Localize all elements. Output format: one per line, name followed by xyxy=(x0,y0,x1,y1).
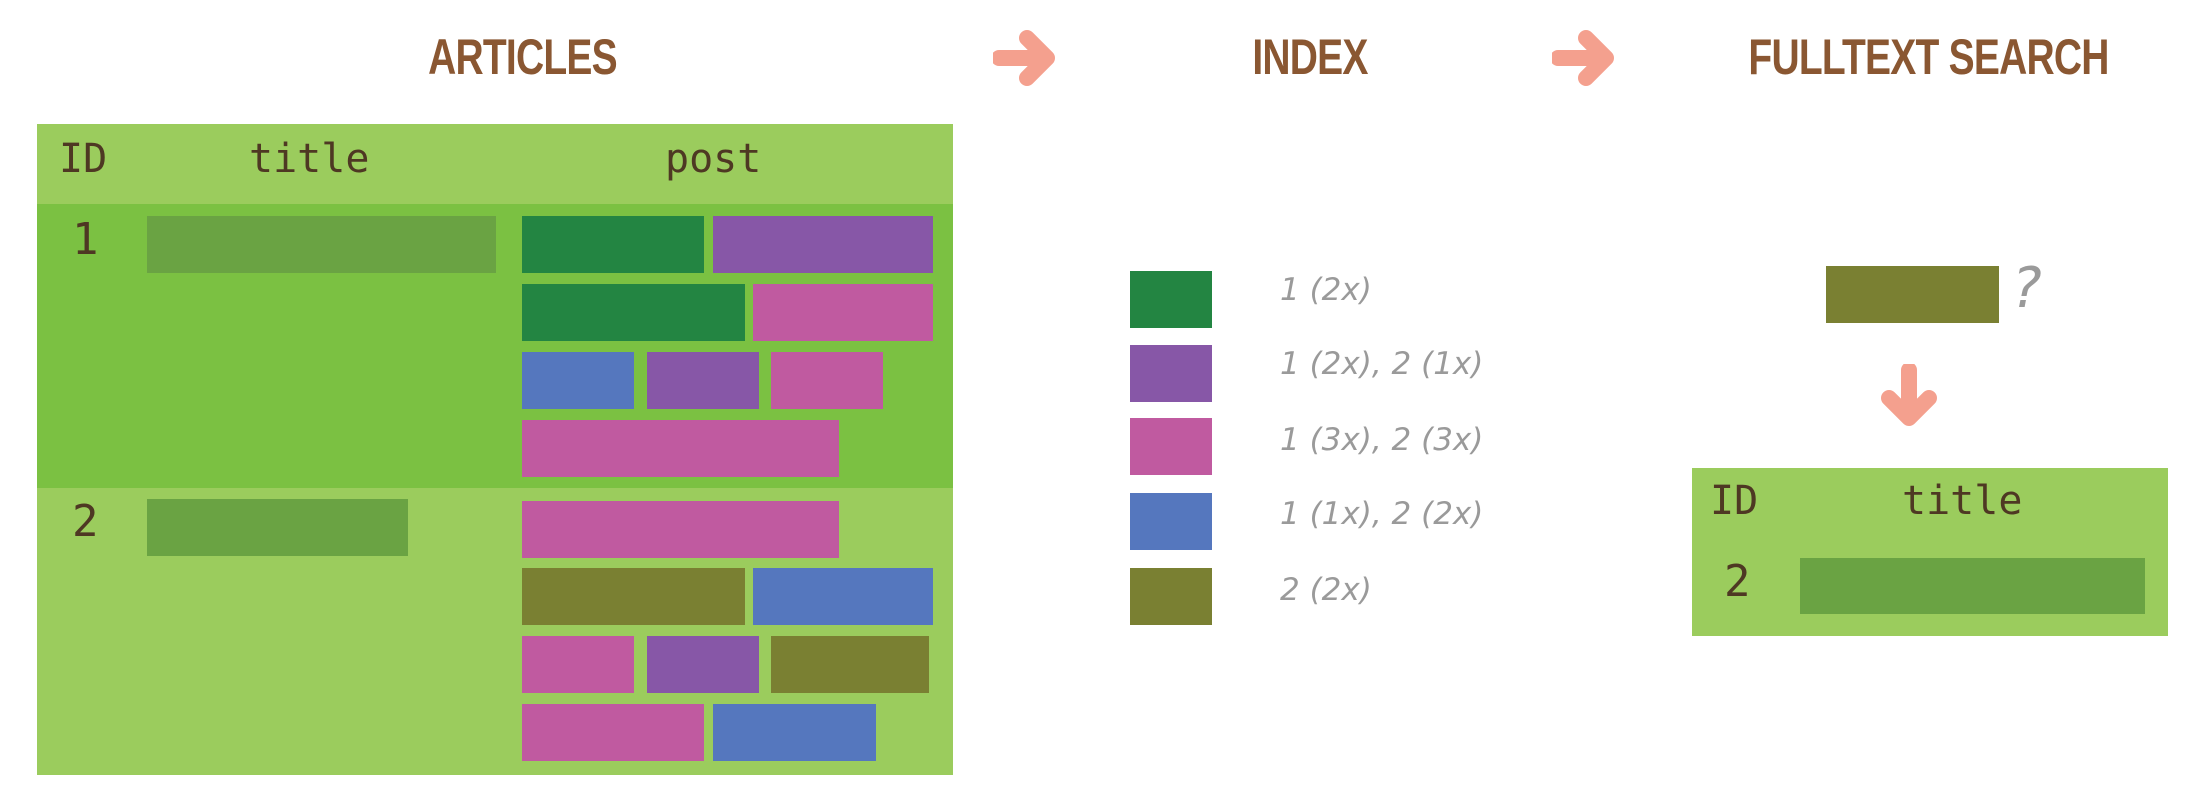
row-id: 1 xyxy=(72,214,99,265)
table-row: 2 xyxy=(37,488,953,775)
word-purple xyxy=(647,352,759,409)
articles-table: ID title post 1 2 xyxy=(37,124,953,775)
title-bar xyxy=(1800,558,2145,614)
column-header-title: title xyxy=(1902,478,2023,524)
word-purple xyxy=(647,636,759,693)
index-entry-text: 2 (2x) xyxy=(1280,572,1372,608)
swatch-olive xyxy=(1130,568,1212,625)
word-pink xyxy=(771,352,883,409)
word-olive xyxy=(522,568,745,625)
heading-index: INDEX xyxy=(1252,29,1368,85)
word-pink xyxy=(522,636,634,693)
index-entry-text: 1 (1x), 2 (2x) xyxy=(1280,496,1484,532)
word-pink xyxy=(753,284,933,341)
row-id: 2 xyxy=(72,496,99,547)
column-header-id: ID xyxy=(59,136,108,182)
arrow-right-icon xyxy=(1552,30,1614,86)
swatch-dark-green xyxy=(1130,271,1212,328)
word-blue xyxy=(753,568,933,625)
table-header: ID title post xyxy=(37,124,953,204)
column-header-id: ID xyxy=(1710,478,1759,524)
title-bar xyxy=(147,499,408,556)
arrow-right-icon xyxy=(993,30,1055,86)
swatch-pink xyxy=(1130,418,1212,475)
result-table: ID title 2 xyxy=(1692,468,2168,636)
word-pink xyxy=(522,501,839,558)
word-purple xyxy=(713,216,933,273)
index-entry-text: 1 (2x) xyxy=(1280,272,1372,308)
heading-fulltext-search: FULLTEXT SEARCH xyxy=(1748,29,2109,85)
word-dark-green xyxy=(522,216,704,273)
question-mark: ? xyxy=(2012,256,2042,321)
heading-articles: ARTICLES xyxy=(428,29,618,85)
row-id: 2 xyxy=(1724,556,1751,607)
swatch-purple xyxy=(1130,345,1212,402)
swatch-blue xyxy=(1130,493,1212,550)
search-query-term xyxy=(1826,266,1999,323)
word-blue xyxy=(713,704,876,761)
word-dark-green xyxy=(522,284,745,341)
column-header-title: title xyxy=(249,136,370,182)
title-bar xyxy=(147,216,496,273)
table-row: 1 xyxy=(37,204,953,488)
word-olive xyxy=(771,636,929,693)
word-pink xyxy=(522,704,704,761)
word-pink xyxy=(522,420,839,477)
word-blue xyxy=(522,352,634,409)
column-header-post: post xyxy=(665,136,762,182)
index-entry-text: 1 (3x), 2 (3x) xyxy=(1280,422,1484,458)
index-entry-text: 1 (2x), 2 (1x) xyxy=(1280,346,1484,382)
arrow-down-icon xyxy=(1881,364,1937,426)
